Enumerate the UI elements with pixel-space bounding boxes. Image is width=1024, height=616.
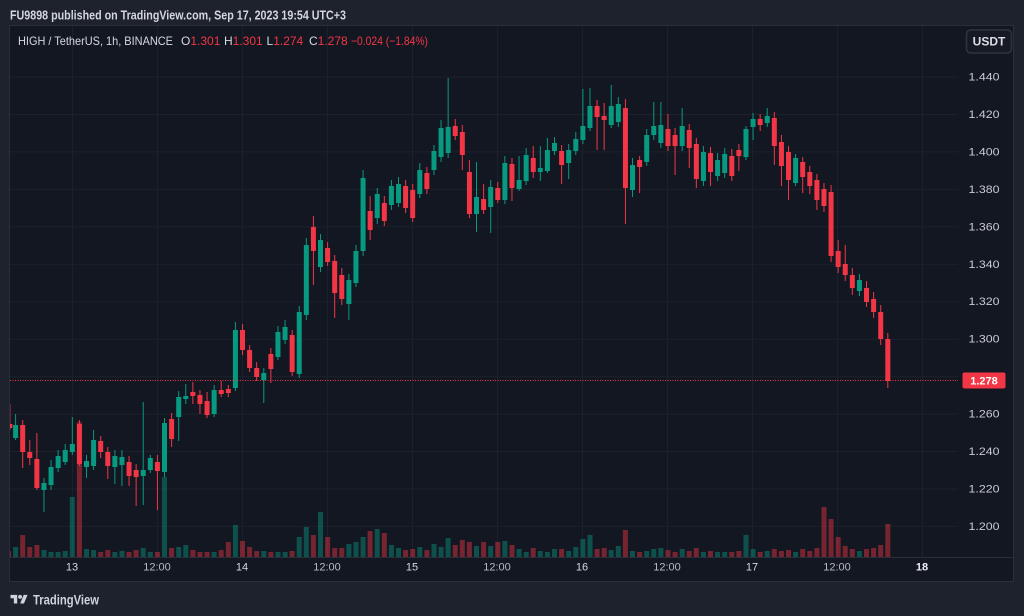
svg-text:16: 16 [576, 562, 588, 574]
svg-text:1.380: 1.380 [969, 184, 1000, 196]
svg-text:−0.024 (−1.84%): −0.024 (−1.84%) [351, 34, 428, 48]
svg-text:15: 15 [406, 562, 418, 574]
svg-text:1.200: 1.200 [969, 521, 1000, 533]
svg-text:1.360: 1.360 [969, 221, 1000, 233]
svg-text:12:00: 12:00 [143, 562, 171, 574]
svg-text:1.320: 1.320 [969, 296, 1000, 308]
svg-text:1.440: 1.440 [969, 72, 1000, 84]
svg-text:1.260: 1.260 [969, 409, 1000, 421]
svg-text:17: 17 [746, 562, 758, 574]
svg-text:12:00: 12:00 [823, 562, 851, 574]
svg-text:1.220: 1.220 [969, 484, 1000, 496]
svg-text:H1.301: H1.301 [224, 34, 263, 48]
svg-text:14: 14 [236, 562, 248, 574]
svg-text:1.300: 1.300 [969, 334, 1000, 346]
svg-text:USDT: USDT [973, 35, 1006, 49]
svg-text:O1.301: O1.301 [181, 34, 221, 48]
svg-text:TradingView: TradingView [33, 592, 99, 608]
svg-text:1.278: 1.278 [970, 376, 998, 388]
svg-text:1.240: 1.240 [969, 446, 1000, 458]
svg-text:C1.278: C1.278 [309, 34, 348, 48]
svg-text:HIGH / TetherUS, 1h, BINANCE: HIGH / TetherUS, 1h, BINANCE [18, 34, 173, 48]
svg-text:L1.274: L1.274 [267, 34, 304, 48]
svg-text:FU9898 published on TradingVie: FU9898 published on TradingView.com, Sep… [10, 9, 346, 23]
svg-text:13: 13 [66, 562, 78, 574]
svg-text:1.340: 1.340 [969, 259, 1000, 271]
svg-text:12:00: 12:00 [653, 562, 681, 574]
svg-text:18: 18 [916, 562, 928, 574]
svg-text:12:00: 12:00 [483, 562, 511, 574]
svg-text:12:00: 12:00 [313, 562, 341, 574]
svg-text:1.420: 1.420 [969, 109, 1000, 121]
svg-text:1.400: 1.400 [969, 146, 1000, 158]
